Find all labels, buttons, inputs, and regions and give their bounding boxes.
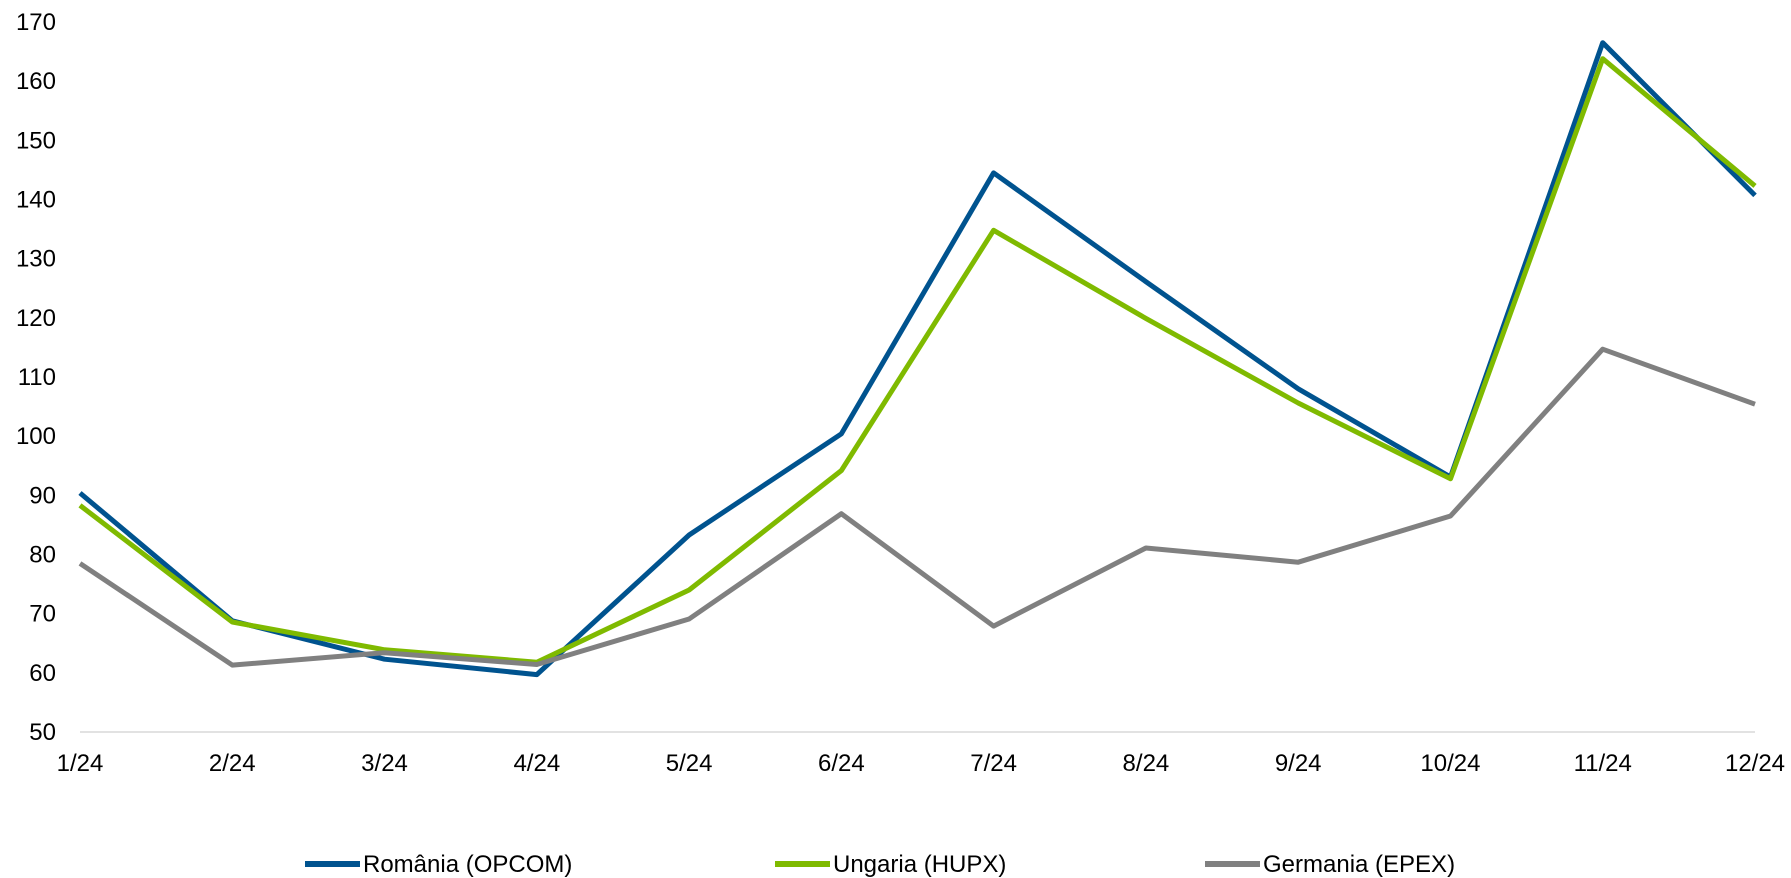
x-tick-label: 10/24 [1420,750,1480,777]
y-tick-label: 80 [29,542,56,569]
series-line-ungaria-hupx [78,56,1757,665]
y-tick-label: 170 [16,9,56,36]
x-tick-label: 5/24 [666,750,713,777]
y-axis-ticks: 50 60 70 80 90 100 110 120 130 140 150 160 170 [16,9,56,746]
x-tick-label: 4/24 [513,750,560,777]
y-tick-label: 120 [16,305,56,332]
series-line-rom-nia-opcom [78,40,1757,678]
y-tick-label: 130 [16,246,56,273]
y-tick-label: 150 [16,127,56,154]
series-line-germania-epex [78,346,1756,668]
x-tick-label: 9/24 [1275,750,1322,777]
y-tick-label: 70 [29,601,56,628]
x-tick-label: 1/24 [57,750,104,777]
x-axis-ticks: 1/24 2/24 3/24 4/24 5/24 6/24 7/24 8/24 9/24 10/2… [57,750,1785,777]
y-tick-label: 50 [29,719,56,746]
x-tick-label: 2/24 [209,750,256,777]
x-tick-label: 11/24 [1574,750,1632,777]
y-tick-label: 110 [18,364,56,391]
y-tick-label: 140 [16,187,56,214]
series-lines [78,40,1757,678]
y-tick-label: 100 [16,423,56,450]
y-tick-label: 90 [29,482,56,509]
legend-label: Germania (EPEX) [1263,851,1455,878]
x-tick-label: 7/24 [970,750,1017,777]
y-tick-label: 160 [16,68,56,95]
x-tick-label: 6/24 [818,750,865,777]
x-tick-label: 8/24 [1123,750,1170,777]
legend: România (OPCOM) Ungaria (HUPX) Germania (E… [305,851,1455,878]
x-tick-label: 3/24 [361,750,408,777]
legend-label: Ungaria (HUPX) [833,851,1006,878]
y-tick-label: 60 [29,660,56,687]
legend-label: România (OPCOM) [363,851,572,878]
x-tick-label: 12/24 [1725,750,1785,777]
